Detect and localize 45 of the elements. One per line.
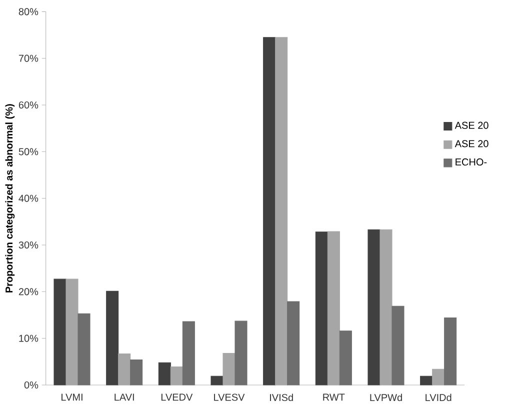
bar [210, 376, 224, 386]
bar [339, 330, 352, 386]
bar [234, 320, 248, 386]
x-tick-label: LAVI [114, 394, 134, 401]
y-tick-label: 10% [19, 334, 38, 342]
y-tick-label: 30% [18, 241, 38, 249]
bar [222, 353, 236, 386]
x-tick-label: IVISd [270, 394, 293, 402]
legend-label: ASE 20 [454, 122, 488, 129]
y-tick-label: 0% [24, 381, 38, 389]
bar [78, 313, 90, 386]
bar [182, 321, 195, 386]
bar [54, 278, 66, 386]
bar [444, 318, 457, 386]
bar [327, 231, 340, 386]
x-tick-label: LVEDV [161, 394, 193, 401]
y-axis-title: Proportion categorized as abnormal (%) [5, 104, 15, 292]
y-tick-label: 50% [18, 148, 38, 156]
bar [130, 360, 143, 386]
y-tick-label: 60% [18, 101, 38, 109]
bar [287, 301, 300, 386]
bar [263, 37, 276, 386]
bar [380, 229, 392, 386]
bar [170, 366, 183, 386]
bar [66, 278, 78, 386]
legend-label: ASE 20 [454, 140, 488, 148]
y-tick-label: 40% [18, 194, 38, 202]
x-tick-label: LVMI [62, 394, 82, 401]
y-tick-label: 20% [18, 288, 38, 296]
bar [392, 306, 404, 386]
x-tick-label: LVPWd [370, 394, 402, 402]
x-tick-label: RWT [323, 394, 345, 401]
bar [420, 376, 433, 386]
bar [158, 362, 171, 386]
bar [432, 368, 445, 386]
y-tick-label: 70% [18, 54, 38, 62]
bar [368, 229, 380, 386]
bar [106, 290, 119, 386]
legend-label: ECHO- [456, 158, 487, 166]
x-tick-label: LVIDd [426, 394, 452, 402]
y-tick-label: 80% [18, 8, 38, 16]
bar [275, 37, 288, 386]
bar [118, 353, 131, 386]
x-tick-label: LVESV [214, 394, 245, 401]
bar [315, 232, 328, 386]
